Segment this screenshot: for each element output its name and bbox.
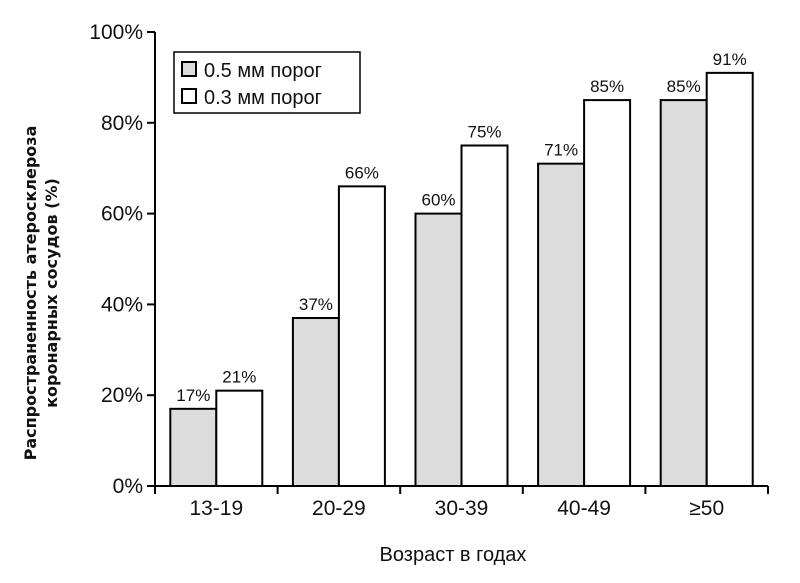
y-tick-label: 40% <box>101 293 143 316</box>
data-label-series-1: 60% <box>421 191 455 210</box>
data-label-series-1: 37% <box>299 295 333 314</box>
bar-series-2 <box>215 389 264 487</box>
bar-series-2 <box>583 99 632 487</box>
x-tick-label: 40-49 <box>557 497 611 520</box>
bar-series-1 <box>414 212 463 487</box>
data-label-series-1: 17% <box>176 386 210 405</box>
bar-series-2 <box>460 144 509 487</box>
y-axis: 0% 20% 40% 60% 80% 100% <box>89 21 156 498</box>
legend-swatch-series-1 <box>181 61 197 77</box>
data-label-series-2: 85% <box>590 77 624 96</box>
y-tick-label: 0% <box>113 475 143 498</box>
legend-box <box>173 51 361 114</box>
y-tick-label: 80% <box>101 112 143 135</box>
bar-series-1 <box>291 317 340 487</box>
x-tick-label: 13-19 <box>189 497 243 520</box>
y-tick-label: 60% <box>101 203 143 226</box>
y-axis-title-line-2: коронарных сосудов (%) <box>42 178 61 408</box>
bar-series-1 <box>537 162 586 487</box>
bar-series-1 <box>169 407 218 488</box>
legend-label-series-1: 0.5 мм порог <box>204 60 322 82</box>
data-label-series-2: 21% <box>222 368 256 387</box>
bar-series-2 <box>705 71 754 488</box>
x-axis-title: Возраст в годах <box>380 544 527 566</box>
y-tick-label: 20% <box>101 384 143 407</box>
bar-series-1 <box>659 99 708 487</box>
data-label-series-2: 66% <box>345 163 379 182</box>
data-labels: 17% 21% 37% 66% 60% 75% 71% 85% 85% 91% <box>176 50 746 405</box>
x-axis: 13-19 20-29 30-39 40-49 ≥50 <box>154 485 769 520</box>
y-axis-title-line-1: Распространенность атеросклероза <box>21 126 40 461</box>
x-tick-label: 30-39 <box>435 497 489 520</box>
data-label-series-2: 75% <box>467 123 501 142</box>
data-label-series-1: 85% <box>667 77 701 96</box>
data-label-series-2: 91% <box>713 50 747 69</box>
bars <box>169 71 754 488</box>
x-tick-label: 20-29 <box>312 497 366 520</box>
legend: 0.5 мм порог 0.3 мм порог <box>173 51 361 114</box>
bar-series-2 <box>337 185 386 488</box>
y-tick-label: 100% <box>89 21 143 44</box>
y-axis-title: Распространенность атеросклероза коронар… <box>21 126 61 461</box>
data-label-series-1: 71% <box>544 141 578 160</box>
legend-swatch-series-2 <box>181 88 197 104</box>
x-tick-label: ≥50 <box>689 497 724 520</box>
legend-label-series-2: 0.3 мм порог <box>204 87 322 109</box>
